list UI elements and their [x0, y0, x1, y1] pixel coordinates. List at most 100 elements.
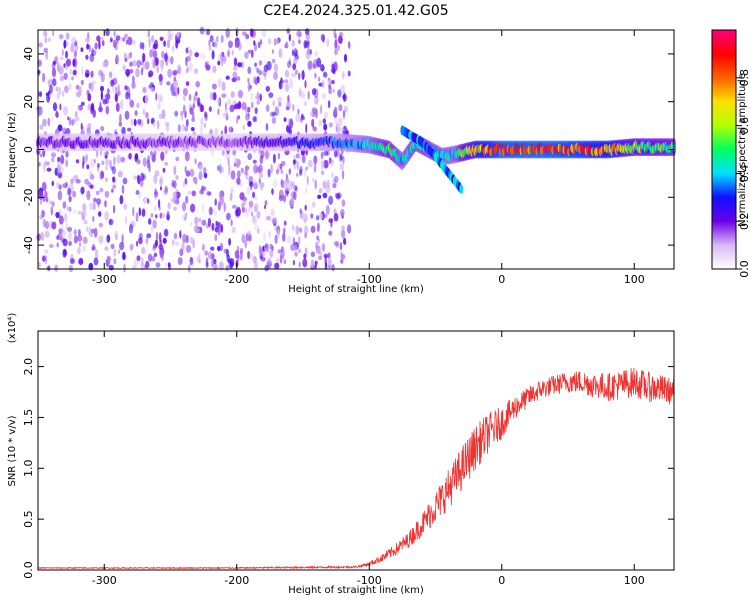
y-tick-label: 2.0	[22, 358, 35, 376]
noise-blob	[63, 72, 68, 81]
noise-blob	[146, 233, 152, 239]
noise-blob	[173, 69, 179, 74]
noise-blob	[121, 126, 126, 136]
noise-blob	[224, 125, 227, 135]
noise-blob	[196, 97, 201, 106]
noise-blob	[111, 188, 114, 193]
noise-blob	[304, 225, 309, 234]
colorbar-tick-label: 0.8	[738, 69, 750, 87]
noise-blob	[259, 154, 263, 165]
noise-blob	[80, 47, 84, 52]
noise-blob	[235, 40, 241, 48]
spectrogram-noise-layer	[36, 26, 352, 273]
noise-blob	[225, 264, 228, 271]
noise-blob	[230, 170, 236, 180]
noise-blob	[105, 105, 110, 115]
noise-blob	[138, 207, 141, 217]
noise-blob	[333, 28, 337, 39]
noise-blob	[156, 65, 159, 74]
noise-blob	[173, 165, 177, 176]
noise-blob	[153, 205, 157, 211]
noise-blob	[293, 57, 298, 65]
noise-blob	[148, 162, 151, 173]
noise-blob	[228, 238, 232, 246]
noise-blob	[87, 32, 90, 39]
noise-blob	[99, 171, 102, 180]
noise-blob	[88, 44, 91, 53]
noise-blob	[63, 63, 66, 68]
noise-blob	[170, 56, 174, 65]
noise-blob	[94, 249, 99, 259]
noise-blob	[173, 232, 178, 240]
noise-blob	[207, 251, 212, 260]
noise-blob	[74, 44, 79, 52]
noise-blob	[298, 261, 301, 268]
noise-blob	[120, 156, 126, 163]
noise-blob	[58, 228, 64, 234]
noise-blob	[52, 60, 56, 66]
noise-blob	[65, 221, 69, 231]
y-tick-label: 0	[22, 146, 35, 153]
noise-blob	[77, 104, 80, 110]
noise-blob	[100, 85, 104, 92]
noise-blob	[247, 230, 252, 237]
noise-blob	[108, 159, 113, 168]
noise-blob	[72, 69, 77, 76]
noise-blob	[252, 215, 256, 224]
noise-blob	[151, 255, 156, 262]
noise-blob	[293, 190, 297, 201]
noise-blob	[295, 153, 300, 159]
noise-blob	[135, 240, 139, 247]
noise-blob	[307, 60, 313, 70]
noise-blob	[301, 113, 304, 119]
noise-blob	[318, 212, 323, 221]
noise-blob	[86, 164, 90, 170]
x-tick-label: 0	[498, 273, 505, 286]
noise-blob	[303, 253, 307, 260]
noise-blob	[179, 248, 184, 257]
colorbar-tick-label: 0.4	[738, 165, 750, 183]
noise-blob	[145, 260, 150, 269]
noise-blob	[278, 189, 284, 199]
noise-blob	[124, 33, 128, 39]
snr-frame	[37, 330, 675, 571]
noise-blob	[211, 83, 217, 90]
noise-blob	[342, 92, 347, 102]
snr-y-label: SNR (10 * v/v)	[7, 415, 18, 486]
noise-blob	[339, 242, 343, 251]
noise-blob	[160, 186, 162, 191]
noise-blob	[140, 172, 145, 182]
noise-blob	[164, 122, 170, 127]
noise-blob	[128, 152, 132, 160]
noise-blob	[105, 150, 109, 156]
noise-blob	[119, 113, 122, 124]
noise-blob	[321, 79, 325, 89]
noise-blob	[296, 30, 302, 38]
noise-blob	[105, 158, 110, 166]
snr-line-path	[37, 367, 675, 570]
noise-blob	[240, 61, 244, 69]
noise-blob	[85, 37, 90, 43]
noise-blob	[279, 163, 283, 170]
noise-blob	[234, 157, 238, 165]
noise-blob	[161, 213, 166, 219]
noise-blob	[265, 247, 269, 253]
noise-blob	[342, 109, 346, 119]
noise-blob	[105, 236, 108, 244]
noise-blob	[60, 154, 65, 165]
noise-blob	[348, 41, 351, 49]
snr-background	[38, 331, 674, 570]
noise-blob	[256, 211, 261, 219]
noise-blob	[230, 188, 234, 194]
noise-blob	[200, 125, 203, 135]
noise-blob	[333, 175, 339, 184]
noise-blob	[189, 221, 193, 227]
noise-blob	[200, 52, 206, 61]
noise-blob	[106, 234, 111, 243]
noise-blob	[82, 236, 88, 245]
noise-blob	[326, 38, 330, 47]
snr-series-line	[37, 367, 675, 570]
noise-blob	[80, 122, 83, 131]
noise-blob	[112, 176, 116, 183]
noise-blob	[80, 79, 84, 86]
